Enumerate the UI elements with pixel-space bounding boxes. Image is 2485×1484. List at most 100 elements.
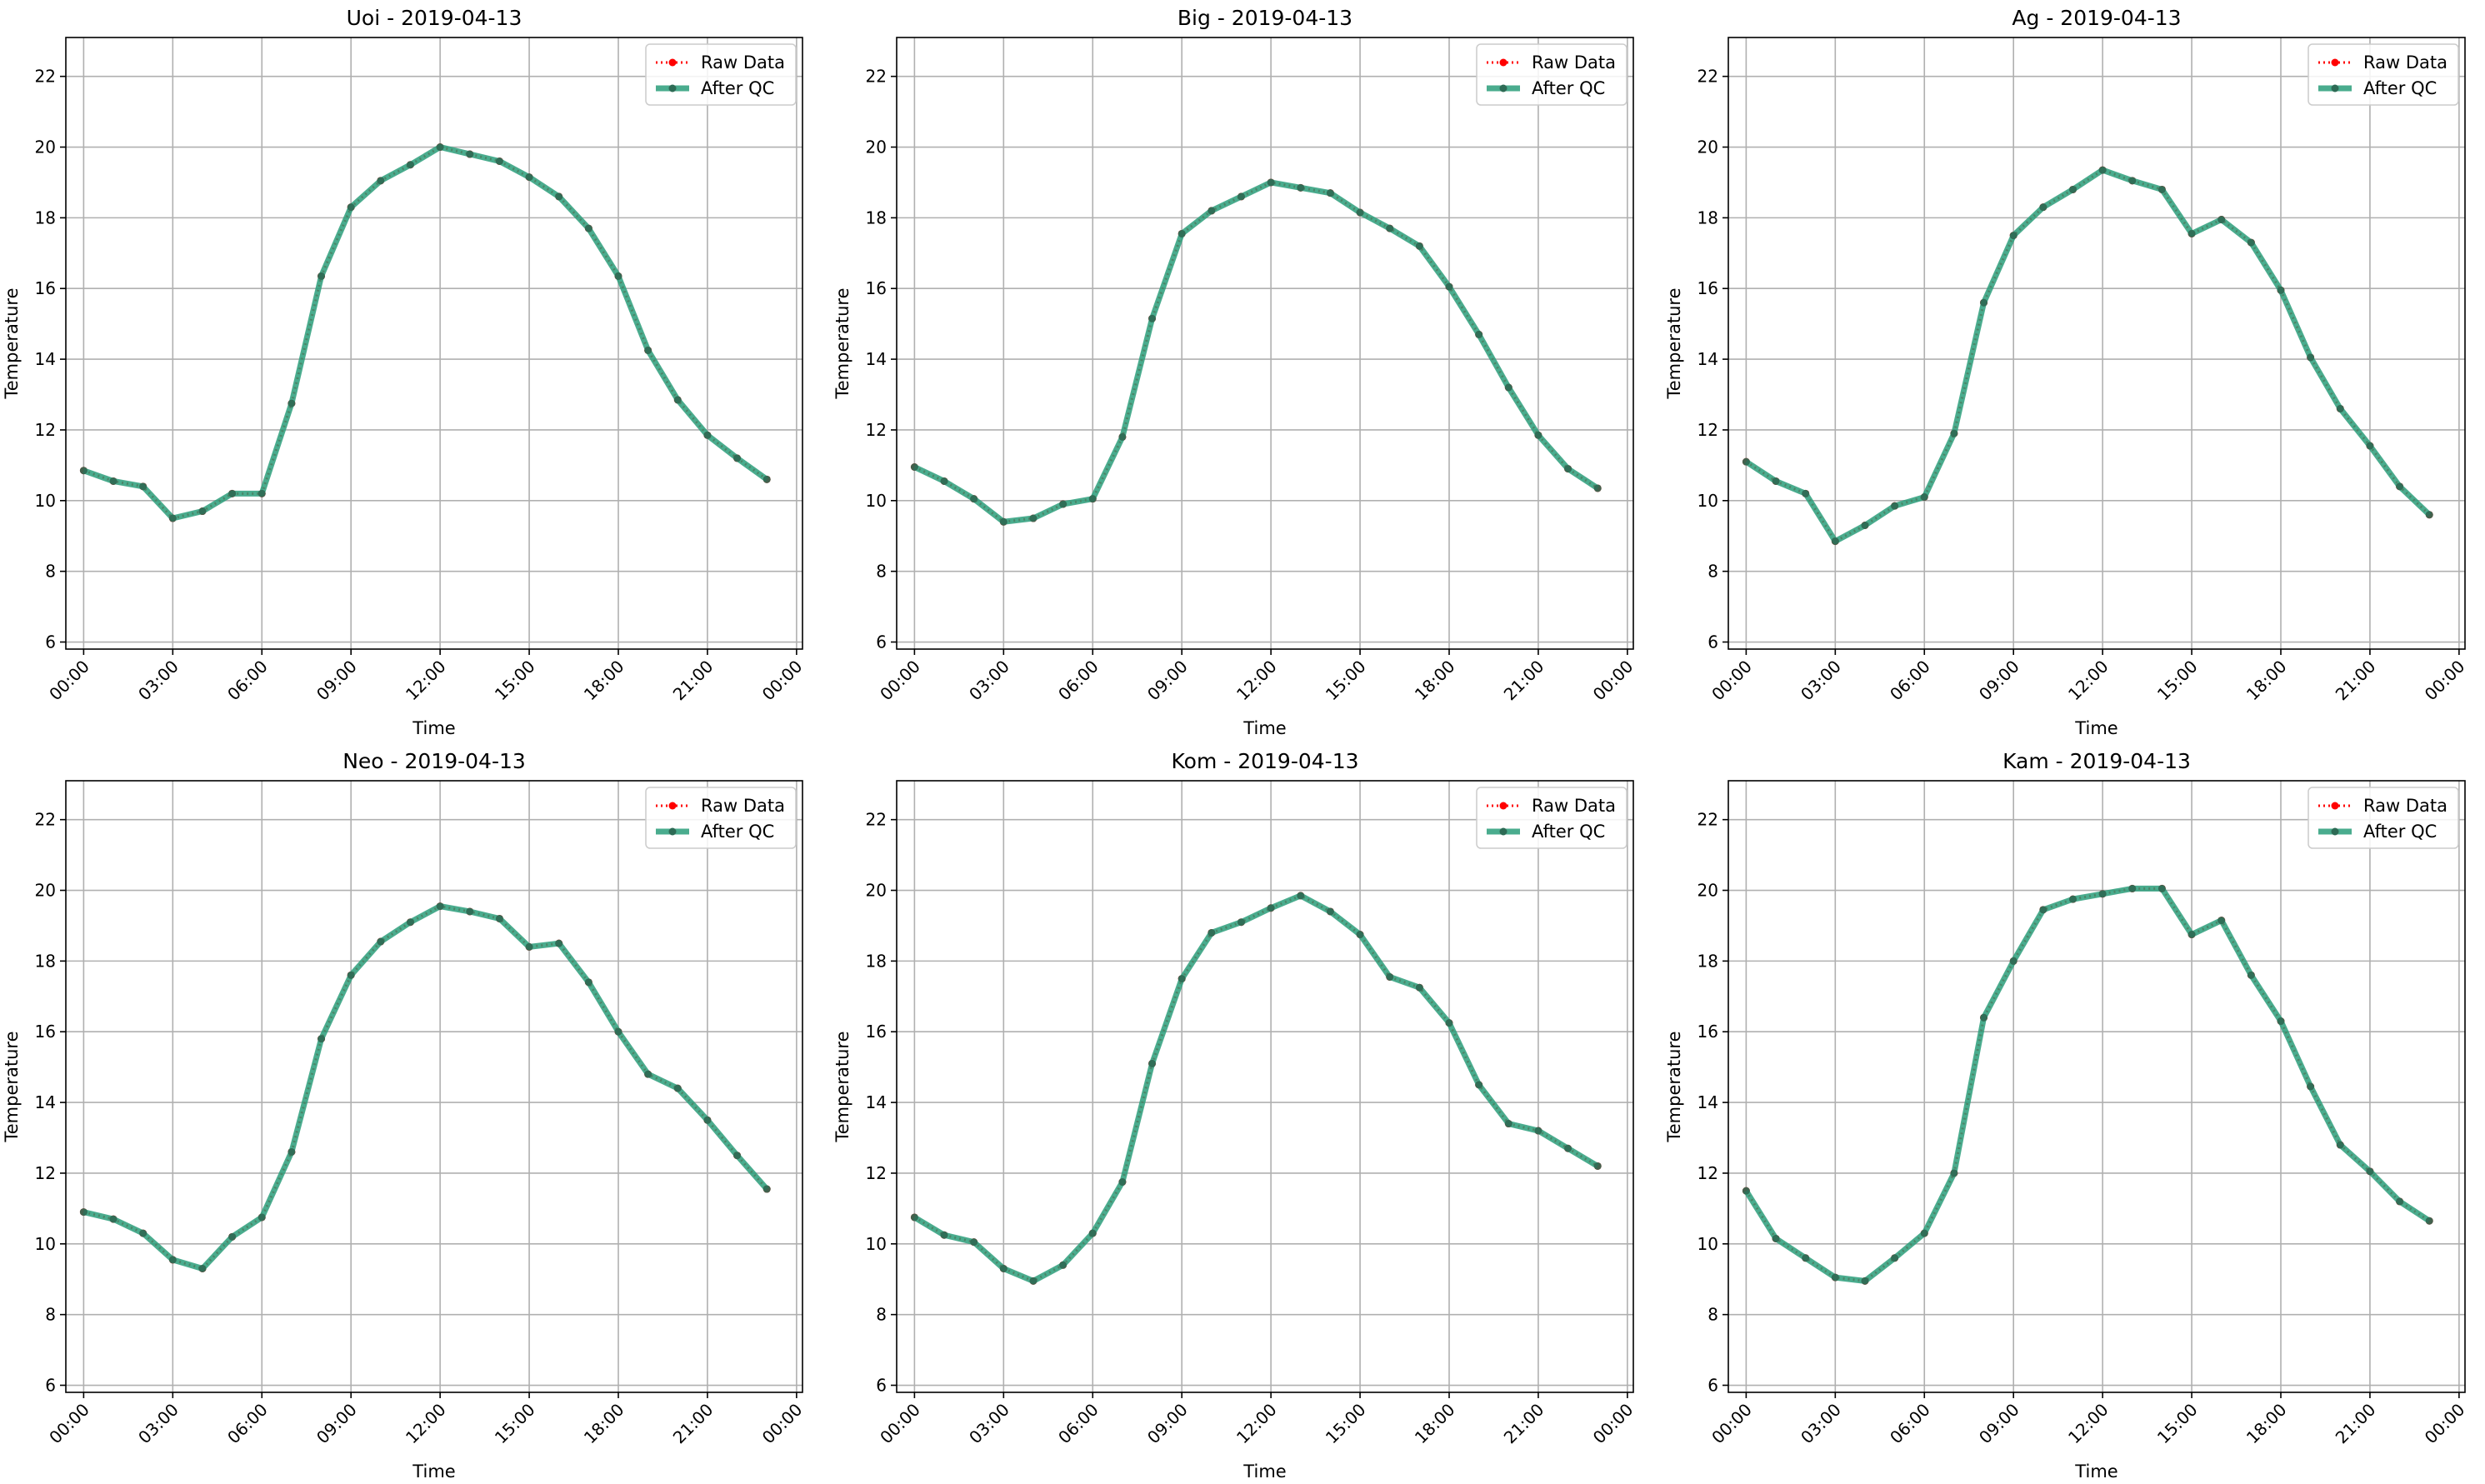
y-tick-label: 20 (866, 137, 887, 157)
qc-data-point (2158, 185, 2166, 193)
qc-data-point (1029, 1277, 1038, 1285)
x-tick-label: 00:00 (45, 657, 93, 705)
y-tick-label: 10 (866, 491, 887, 511)
x-tick-label: 00:00 (876, 657, 924, 705)
qc-data-point (377, 937, 385, 946)
qc-data-point (1445, 1019, 1453, 1027)
legend-qc-marker (1499, 84, 1508, 92)
qc-data-point (1980, 298, 1988, 307)
qc-data-point (1950, 429, 1958, 437)
x-tick-label: 15:00 (491, 1400, 539, 1448)
qc-data-point (2277, 286, 2285, 294)
qc-data-point (1415, 983, 1423, 992)
qc-data-point (1326, 907, 1334, 916)
qc-data-point (2128, 177, 2137, 185)
qc-data-point (139, 1229, 148, 1237)
qc-data-point (584, 224, 592, 232)
qc-data-point (2277, 1017, 2285, 1026)
qc-data-point (1831, 537, 1839, 546)
qc-data-line (82, 903, 769, 1272)
x-tick-label: 00:00 (2421, 1400, 2469, 1448)
legend-raw-label: Raw Data (701, 52, 785, 72)
qc-data-point (2336, 404, 2344, 412)
qc-data-point (2366, 1167, 2374, 1176)
qc-data-point (2307, 353, 2315, 362)
raw-data-line (1745, 887, 2431, 1282)
plot-frame (1728, 780, 2466, 1393)
y-tick-label: 14 (866, 1092, 887, 1112)
x-tick-label: 06:00 (1886, 1400, 1934, 1448)
legend-raw-marker (1499, 58, 1508, 67)
qc-data-point (733, 1152, 742, 1160)
qc-data-point (1802, 1254, 1810, 1262)
qc-data-point (999, 517, 1008, 526)
legend-raw-label: Raw Data (2363, 52, 2448, 72)
qc-data-point (1593, 1162, 1602, 1170)
y-tick-label: 18 (35, 951, 56, 971)
y-tick-label: 8 (876, 562, 887, 582)
qc-data-point (1534, 431, 1542, 439)
qc-data-point (79, 467, 88, 475)
qc-data-point (2247, 971, 2255, 979)
qc-data-point (2247, 238, 2255, 247)
legend-raw-label: Raw Data (1532, 796, 1616, 816)
qc-data-point (910, 1213, 918, 1222)
qc-data-point (2396, 482, 2404, 491)
chart-title: Kom - 2019-04-13 (1172, 749, 1359, 773)
plot-frame (65, 37, 803, 650)
y-tick-label: 6 (45, 632, 56, 652)
legend-qc-marker (1499, 827, 1508, 836)
x-axis-label: Time (412, 1462, 455, 1482)
qc-data-point (1326, 189, 1334, 197)
qc-data-point (1356, 208, 1364, 217)
y-tick-label: 14 (35, 1092, 56, 1112)
chart-title: Ag - 2019-04-13 (2012, 6, 2181, 30)
x-tick-label: 18:00 (2242, 657, 2291, 705)
qc-data-point (1237, 918, 1245, 927)
qc-data-point (2098, 166, 2107, 174)
y-tick-label: 16 (1698, 278, 1718, 298)
x-tick-label: 12:00 (402, 1400, 450, 1448)
x-tick-label: 00:00 (2421, 657, 2469, 705)
qc-data-line (82, 144, 769, 522)
qc-data-point (258, 489, 266, 497)
qc-data-point (673, 396, 682, 404)
legend-qc-label: After QC (1532, 78, 1605, 98)
legend: Raw Data After QC (2308, 787, 2459, 849)
chart-panel: 6 8 10 12 14 16 18 20 22 00:00 03:00 06:00 09:00 12:0… (1664, 6, 2468, 738)
legend-qc-marker (668, 84, 677, 92)
plot-frame (65, 780, 803, 1393)
x-tick-label: 03:00 (1797, 1400, 1845, 1448)
x-tick-label: 03:00 (965, 657, 1013, 705)
raw-data-line (913, 181, 1599, 523)
y-axis-label: Temperature (1664, 287, 1684, 399)
y-tick-label: 22 (866, 67, 887, 87)
qc-data-point (1059, 1261, 1068, 1269)
qc-data-point (1118, 432, 1127, 441)
x-tick-label: 09:00 (1143, 657, 1192, 705)
qc-data-point (318, 272, 326, 280)
y-tick-label: 10 (35, 1234, 56, 1254)
x-tick-label: 09:00 (1975, 1400, 2023, 1448)
qc-data-point (970, 1238, 978, 1247)
grid (1728, 781, 2465, 1392)
x-tick-label: 15:00 (2153, 657, 2202, 705)
y-tick-label: 6 (1708, 1376, 1718, 1396)
x-tick-label: 09:00 (1143, 1400, 1192, 1448)
y-tick-label: 18 (866, 951, 887, 971)
y-tick-label: 22 (35, 810, 56, 830)
qc-data-point (1297, 183, 1305, 192)
legend-qc-marker (2331, 84, 2339, 92)
qc-data-point (970, 495, 978, 503)
x-tick-label: 03:00 (134, 657, 182, 705)
x-tick-label: 21:00 (2332, 1400, 2380, 1448)
qc-data-point (1415, 242, 1423, 250)
legend: Raw Data After QC (2308, 43, 2459, 106)
y-tick-label: 14 (1698, 1092, 1718, 1112)
qc-data-point (2188, 229, 2196, 237)
qc-data-point (198, 507, 207, 516)
chart-title: Uoi - 2019-04-13 (347, 6, 522, 30)
y-axis-label: Temperature (1664, 1031, 1684, 1142)
qc-data-point (703, 431, 712, 439)
x-tick-label: 03:00 (965, 1400, 1013, 1448)
